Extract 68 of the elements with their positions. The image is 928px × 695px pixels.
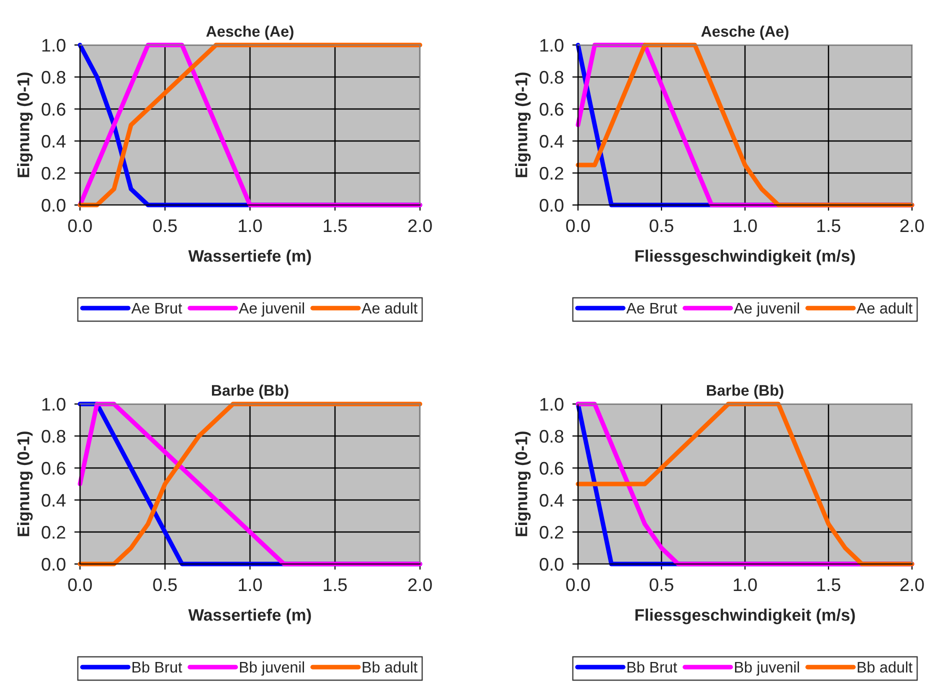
legend-label: Bb Brut: [132, 661, 182, 673]
x-tick-label: 0.5: [153, 219, 177, 232]
chart-title: Barbe (Bb): [212, 384, 288, 399]
y-tick-label: 0.8: [42, 430, 66, 443]
y-tick-label: 0.4: [42, 134, 66, 148]
y-tick-label: 0.0: [42, 558, 66, 571]
legend-label: Ae Brut: [131, 302, 182, 314]
y-tick-label: 0.8: [42, 70, 66, 84]
legend-label: Bb juvenil: [240, 661, 304, 676]
x-tick-label: 1.0: [734, 219, 757, 232]
y-axis-title: Eignung (0-1): [515, 72, 531, 178]
legend-label: Ae adult: [856, 302, 912, 314]
x-tick-label: 1.0: [238, 578, 262, 592]
x-tick-label: 1.5: [817, 220, 840, 232]
y-tick-label: 0.2: [540, 526, 564, 539]
y-tick-label: 0.0: [42, 198, 66, 212]
legend-label: Ae adult: [362, 302, 418, 314]
y-tick-label: 0.4: [540, 134, 564, 148]
y-tick-label: 0.6: [42, 102, 66, 116]
x-axis-title: Fliessgeschwindigkeit (m/s): [635, 608, 855, 624]
y-axis-title: Eignung (0-1): [17, 72, 33, 178]
y-tick-label: 1.0: [42, 398, 66, 411]
x-tick-label: 0.0: [566, 219, 590, 232]
y-axis-title: Eignung (0-1): [17, 432, 33, 536]
x-tick-label: 1.5: [324, 220, 347, 232]
y-tick-label: 1.0: [540, 38, 564, 52]
legend-label: Bb juvenil: [735, 661, 799, 676]
x-tick-label: 2.0: [408, 578, 432, 592]
y-tick-label: 0.4: [540, 494, 564, 507]
y-tick-label: 0.2: [540, 166, 564, 180]
x-tick-label: 2.0: [900, 219, 924, 232]
y-tick-label: 0.2: [42, 526, 66, 539]
legend-label: Bb adult: [362, 661, 418, 673]
x-tick-label: 0.5: [650, 219, 674, 232]
legend-label: Ae Brut: [626, 302, 678, 314]
legend-label: Ae juvenil: [238, 302, 304, 317]
y-tick-label: 0.6: [540, 102, 564, 116]
y-tick-label: 0.2: [42, 166, 66, 180]
legend-label: Bb Brut: [628, 661, 678, 673]
y-tick-label: 0.4: [42, 494, 66, 507]
chart-title: Aesche (Ae): [206, 26, 294, 40]
x-tick-label: 0.5: [153, 578, 177, 592]
y-tick-label: 0.8: [540, 70, 564, 84]
y-tick-label: 0.0: [540, 558, 564, 571]
x-tick-label: 1.5: [324, 578, 347, 592]
y-tick-label: 1.0: [540, 398, 564, 411]
x-tick-label: 0.0: [68, 578, 92, 592]
x-tick-label: 1.0: [238, 219, 262, 232]
x-tick-label: 0.5: [650, 578, 674, 592]
chart-title: Barbe (Bb): [706, 384, 784, 399]
x-tick-label: 1.0: [734, 578, 757, 592]
y-tick-label: 0.0: [540, 198, 564, 212]
y-tick-label: 0.6: [540, 462, 564, 475]
x-tick-label: 2.0: [408, 219, 432, 232]
y-tick-label: 1.0: [42, 38, 66, 52]
chart-title: Aesche (Ae): [701, 26, 788, 40]
x-tick-label: 0.0: [68, 219, 92, 232]
legend-label: Bb adult: [858, 661, 912, 673]
x-tick-label: 1.5: [817, 578, 840, 592]
x-axis-title: Fliessgeschwindigkeit (m/s): [635, 250, 855, 266]
x-axis-title: Wassertiefe (m): [188, 608, 311, 624]
y-tick-label: 0.6: [42, 462, 66, 475]
x-tick-label: 0.0: [566, 578, 590, 592]
x-axis-title: Wassertiefe (m): [188, 250, 311, 266]
legend-label: Ae juvenil: [734, 302, 799, 317]
y-tick-label: 0.8: [540, 430, 564, 443]
y-axis-title: Eignung (0-1): [515, 432, 531, 536]
x-tick-label: 2.0: [900, 578, 924, 592]
